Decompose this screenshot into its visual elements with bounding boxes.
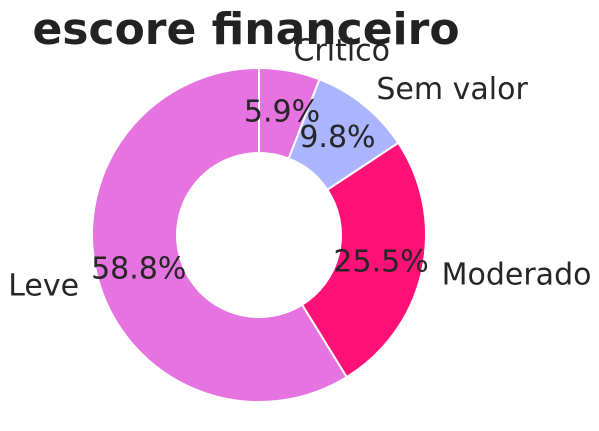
category-label-critico: Critico xyxy=(293,34,390,69)
value-label-leve: 58.8% xyxy=(91,252,186,287)
value-label-critico: 5.9% xyxy=(244,95,320,130)
slice-moderado xyxy=(300,141,427,379)
value-label-moderado: 25.5% xyxy=(333,244,428,279)
slice-leve xyxy=(91,66,349,403)
category-label-moderado: Moderado xyxy=(442,258,592,293)
labels-group: 5.9% Critico 9.8%Sem valor 25.5% Moderado 58.… xyxy=(8,34,591,304)
chart-title: escore financeiro xyxy=(32,4,459,55)
category-label-sem-valor: Sem valor xyxy=(376,72,528,107)
category-label-leve: Leve xyxy=(8,269,79,304)
slices-group xyxy=(91,66,427,403)
value-label-sem-valor: 9.8% xyxy=(299,120,375,155)
